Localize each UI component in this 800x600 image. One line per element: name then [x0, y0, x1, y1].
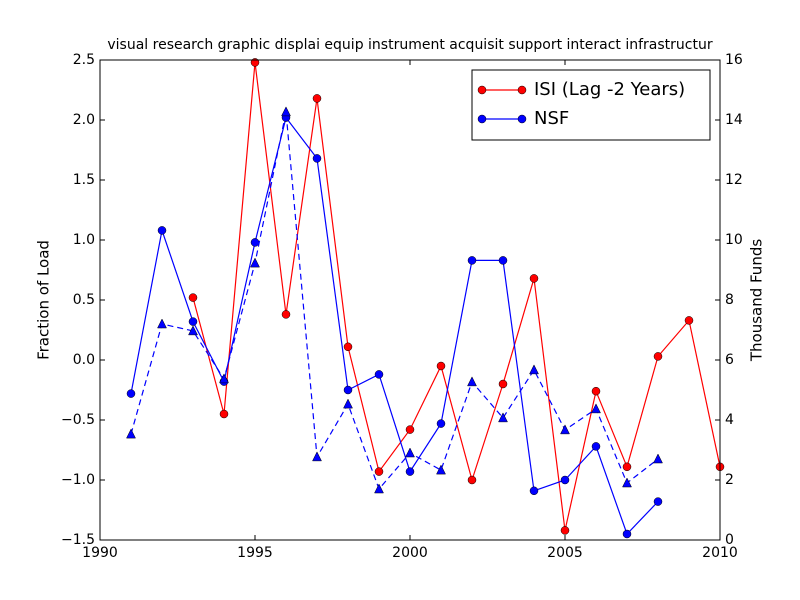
data-marker — [653, 453, 663, 464]
legend-marker — [477, 85, 487, 95]
data-marker — [529, 364, 539, 375]
y-tick-label: −1.0 — [61, 472, 95, 488]
data-marker — [219, 409, 229, 419]
legend-marker — [517, 114, 527, 124]
data-marker — [622, 529, 632, 539]
data-marker — [529, 274, 539, 283]
data-marker — [405, 467, 415, 476]
data-marker — [560, 424, 570, 435]
y-tick-label: 1.5 — [73, 172, 95, 188]
data-marker — [312, 154, 322, 163]
y2-tick-label: 4 — [725, 412, 734, 428]
x-tick-label: 2005 — [547, 545, 583, 561]
data-marker — [591, 386, 601, 396]
data-marker — [157, 226, 167, 235]
data-marker — [219, 373, 229, 384]
data-marker — [126, 428, 136, 439]
legend-marker — [517, 85, 527, 95]
data-marker — [312, 94, 322, 103]
legend-marker — [477, 114, 487, 124]
data-marker — [498, 379, 508, 389]
data-marker — [653, 497, 663, 506]
y2-tick-label: 12 — [725, 172, 743, 188]
data-marker — [622, 462, 632, 472]
data-marker — [436, 419, 446, 428]
series-line — [192, 62, 721, 531]
data-marker — [467, 376, 477, 387]
data-marker — [436, 361, 446, 371]
x-tick-label: 2000 — [392, 545, 428, 561]
data-marker — [405, 447, 415, 458]
y-tick-label: −1.5 — [61, 532, 95, 548]
data-marker — [188, 293, 198, 302]
data-marker — [529, 486, 539, 496]
data-marker — [374, 483, 384, 494]
y2-tick-label: 16 — [725, 52, 743, 68]
y-tick-label: 1.0 — [73, 232, 95, 248]
plot-frame — [99, 59, 721, 541]
data-marker — [343, 342, 353, 352]
series-line — [130, 111, 659, 491]
y2-tick-label: 8 — [725, 292, 734, 308]
data-marker — [312, 451, 322, 462]
y2-tick-label: 14 — [725, 112, 743, 128]
legend-label: ISI (Lag -2 Years) — [534, 79, 685, 100]
y2-axis-label: Thousand Funds — [748, 239, 766, 362]
data-marker — [560, 526, 570, 535]
x-tick-label: 2010 — [702, 545, 738, 561]
data-marker — [653, 352, 663, 361]
data-marker — [374, 467, 384, 476]
data-marker — [467, 256, 477, 265]
data-marker — [188, 325, 198, 336]
data-marker — [250, 257, 260, 268]
data-marker — [281, 106, 291, 117]
y-tick-label: 0.0 — [73, 352, 95, 368]
data-marker — [343, 398, 353, 409]
data-marker — [188, 317, 198, 326]
data-marker — [157, 318, 167, 329]
y-tick-label: −0.5 — [61, 412, 95, 428]
y2-tick-label: 10 — [725, 232, 743, 248]
y-tick-label: 2.0 — [73, 112, 95, 128]
y-tick-label: 0.5 — [73, 292, 95, 308]
data-marker — [467, 475, 477, 485]
legend-box — [471, 69, 711, 141]
y2-tick-label: 0 — [725, 532, 734, 548]
data-marker — [684, 316, 694, 325]
data-marker — [622, 477, 632, 488]
data-marker — [405, 425, 415, 434]
y-axis-label: Fraction of Load — [35, 240, 53, 360]
data-marker — [281, 310, 291, 319]
x-tick-label: 1990 — [82, 545, 118, 561]
chart-title: visual research graphic displai equip in… — [107, 37, 712, 53]
x-tick-label: 1995 — [237, 545, 273, 561]
y-tick-label: 2.5 — [73, 52, 95, 68]
data-marker — [126, 389, 136, 398]
data-marker — [591, 403, 601, 414]
data-marker — [560, 475, 570, 485]
data-marker — [250, 238, 260, 247]
data-marker — [498, 412, 508, 423]
data-marker — [343, 385, 353, 395]
y2-tick-label: 2 — [725, 472, 734, 488]
data-marker — [374, 370, 384, 379]
legend-label: NSF — [534, 108, 569, 129]
data-marker — [498, 256, 508, 265]
data-marker — [591, 442, 601, 451]
y2-tick-label: 6 — [725, 352, 734, 368]
data-marker — [436, 464, 446, 475]
